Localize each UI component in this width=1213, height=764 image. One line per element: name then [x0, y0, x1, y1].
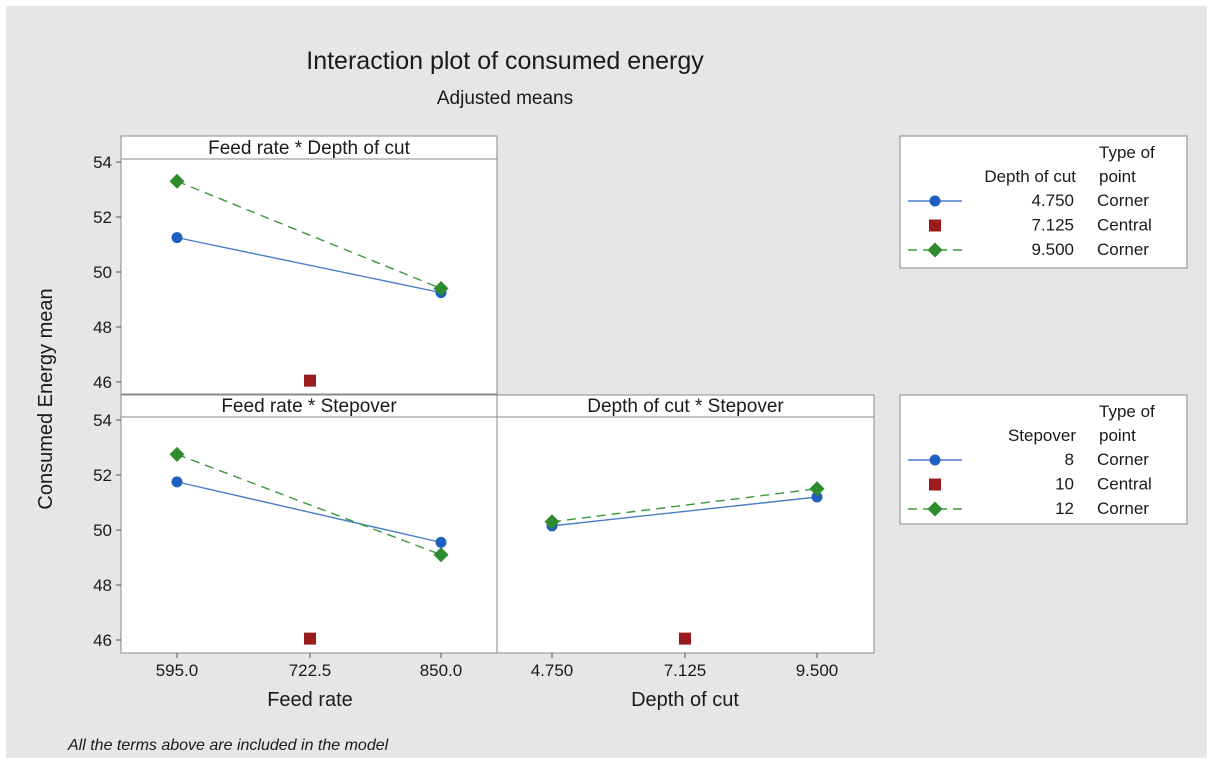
y-tick-label: 48 — [93, 318, 112, 337]
data-point — [304, 632, 316, 645]
series-12 — [169, 446, 449, 563]
legend-row: 9.500 Corner — [908, 240, 1149, 259]
legend-point-type: Corner — [1097, 240, 1149, 259]
data-point — [171, 232, 183, 244]
y-tick-label: 52 — [93, 466, 112, 485]
x-tick-label: 850.0 — [420, 661, 463, 680]
series-line — [176, 236, 442, 294]
y-tick-label: 48 — [93, 576, 112, 595]
legend-row: 7.125 Central — [929, 216, 1152, 235]
data-point — [433, 281, 449, 296]
series-12 — [544, 481, 825, 530]
data-point — [679, 632, 691, 645]
legend-row: 12 Corner — [908, 499, 1149, 518]
series-9.500 — [169, 173, 449, 296]
legend-type-header: Type of — [1099, 402, 1155, 421]
data-point — [171, 476, 183, 488]
chart-title: Interaction plot of consumed energy — [306, 47, 704, 75]
legend-point-type: Corner — [1097, 191, 1149, 210]
legend-point-type: Central — [1097, 475, 1152, 494]
y-tick-label: 54 — [93, 411, 112, 430]
legend-type-header: Type of — [1099, 143, 1155, 162]
panel-3: Depth of cut * Stepover 4.750 7.125 9.500 De… — [496, 394, 875, 711]
data-point — [809, 481, 825, 497]
panel-title: Feed rate * Stepover — [221, 396, 397, 417]
y-tick-label: 54 — [93, 153, 112, 172]
y-tick-label: 50 — [93, 263, 112, 282]
legend-point-type: Central — [1097, 216, 1152, 235]
legend-row: 8 Corner — [908, 450, 1149, 469]
diamond-icon — [927, 501, 943, 517]
y-axis: 54 52 50 48 46 — [93, 411, 121, 650]
x-tick-label: 4.750 — [531, 661, 574, 680]
series-line — [551, 496, 818, 527]
x-axis: 595.0 722.5 850.0 Feed rate — [156, 653, 463, 711]
legend-level: 9.500 — [1031, 240, 1074, 259]
series-7.125 — [304, 374, 316, 387]
x-axis-label: Depth of cut — [631, 689, 739, 711]
series-line — [176, 481, 442, 544]
series-10 — [304, 632, 316, 645]
legend-point-type: Corner — [1097, 499, 1149, 518]
legend-type-header: point — [1099, 167, 1136, 186]
data-point — [544, 514, 560, 530]
series-line — [176, 180, 442, 290]
legends: Type of point Depth of cut 4.750 Corner 7.125… — [899, 135, 1188, 525]
x-tick-label: 595.0 — [156, 661, 199, 680]
diamond-icon — [927, 242, 943, 258]
square-icon — [929, 219, 941, 232]
legend-1: Type of point Depth of cut 4.750 Corner 7.125… — [899, 135, 1188, 269]
x-tick-label: 9.500 — [796, 661, 839, 680]
x-tick-label: 722.5 — [289, 661, 332, 680]
legend-level: 8 — [1065, 450, 1074, 469]
legend-factor-header: Stepover — [1008, 426, 1076, 445]
panel-2: Feed rate * Stepover 54 52 50 48 46 595.0 722.5… — [93, 394, 498, 711]
y-axis: 54 52 50 48 46 — [93, 153, 121, 392]
legend-level: 10 — [1055, 475, 1074, 494]
legend-2: Type of point Stepover 8 Corner 10 Central 12 Co… — [899, 394, 1188, 525]
circle-icon — [929, 195, 941, 207]
series-10 — [679, 632, 691, 645]
data-point — [304, 374, 316, 387]
series-line — [176, 453, 442, 556]
panel-1: Feed rate * Depth of cut 54 52 50 48 46 — [93, 135, 498, 395]
y-tick-label: 50 — [93, 521, 112, 540]
y-tick-label: 52 — [93, 208, 112, 227]
legend-level: 12 — [1055, 499, 1074, 518]
data-point — [433, 547, 449, 563]
panel-title: Feed rate * Depth of cut — [208, 138, 410, 159]
panel-frame — [120, 394, 498, 654]
legend-row: 4.750 Corner — [908, 191, 1149, 210]
legend-type-header: point — [1099, 426, 1136, 445]
data-point — [169, 173, 185, 189]
chart-subtitle: Adjusted means — [437, 88, 573, 109]
y-tick-label: 46 — [93, 631, 112, 650]
x-axis: 4.750 7.125 9.500 Depth of cut — [531, 653, 839, 711]
panel-frame — [496, 394, 875, 654]
legend-point-type: Corner — [1097, 450, 1149, 469]
x-axis-label: Feed rate — [267, 689, 353, 711]
footnote: All the terms above are included in the … — [67, 737, 389, 754]
legend-frame — [899, 135, 1188, 269]
square-icon — [929, 478, 941, 491]
legend-row: 10 Central — [929, 475, 1152, 494]
y-axis-label: Consumed Energy mean — [35, 288, 57, 509]
data-point — [435, 536, 447, 548]
x-tick-label: 7.125 — [664, 661, 707, 680]
legend-level: 7.125 — [1031, 216, 1074, 235]
panel-title: Depth of cut * Stepover — [587, 396, 784, 417]
legend-level: 4.750 — [1031, 191, 1074, 210]
data-point — [169, 446, 185, 462]
legend-factor-header: Depth of cut — [984, 167, 1076, 186]
circle-icon — [929, 454, 941, 466]
y-tick-label: 46 — [93, 373, 112, 392]
series-8 — [171, 476, 447, 548]
data-point — [811, 491, 823, 503]
